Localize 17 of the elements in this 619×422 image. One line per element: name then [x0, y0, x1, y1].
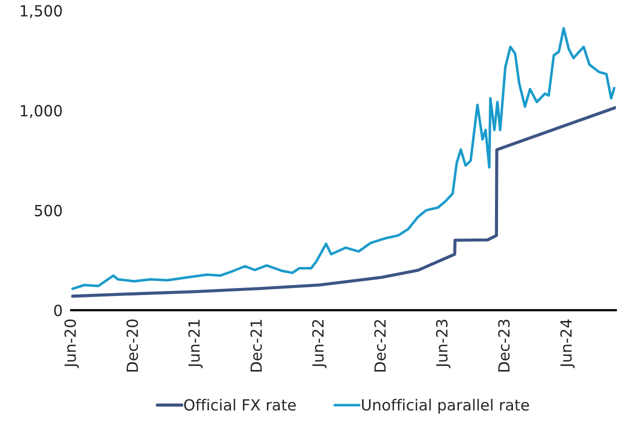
- y-tick-label: 1,500: [20, 5, 62, 18]
- line-series: [71, 106, 616, 298]
- x-tick-label: Jun-24: [560, 319, 575, 368]
- x-tick-label: Dec-21: [250, 320, 262, 372]
- line-series: [71, 27, 616, 290]
- y-tick-label: 0: [54, 304, 62, 316]
- x-tick-label: Jun-20: [64, 320, 79, 368]
- y-tick-label: 1,000: [20, 104, 62, 118]
- x-tick-label: Dec-22: [374, 320, 386, 372]
- x-tick-label: Jun-23: [436, 320, 450, 368]
- x-tick-label: Dec-20: [126, 320, 138, 372]
- x-tick-label: Jun-21: [188, 320, 203, 368]
- x-tick-label: Dec-23: [498, 320, 510, 372]
- y-tick-label: 500: [34, 204, 62, 216]
- legend-label: Official FX rate: [184, 398, 296, 411]
- legend-label: Unofficial parallel rate: [362, 398, 529, 414]
- x-tick-label: Jun-22: [312, 320, 327, 368]
